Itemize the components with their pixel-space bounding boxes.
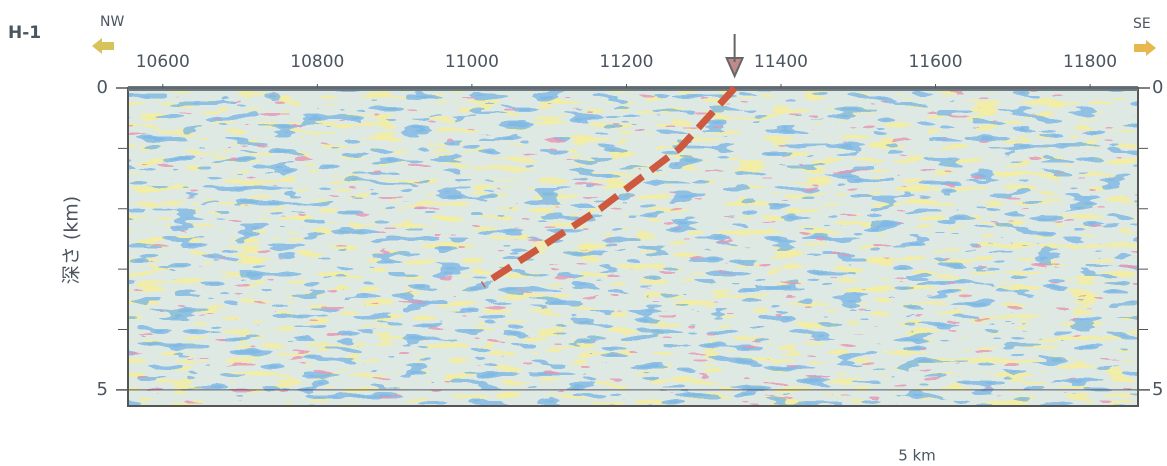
section-image: [127, 86, 1139, 407]
fault-line: [480, 85, 738, 288]
x-tick-label: 11400: [754, 52, 808, 72]
y-tick-label: 0: [1152, 77, 1163, 98]
direction-right: SE: [1133, 16, 1151, 32]
x-tick-label: 11200: [599, 52, 653, 72]
y-tick-label: 5: [1152, 379, 1163, 400]
direction-left: NW: [100, 14, 124, 30]
x-tick-label: 11000: [445, 52, 499, 72]
x-tick-label: 10800: [290, 52, 344, 72]
x-tick-label: 11800: [1063, 52, 1117, 72]
scale-label: 5 km: [898, 447, 936, 465]
arrow-right: [1134, 40, 1156, 56]
section-label: H-1: [8, 23, 41, 43]
location-marker: [725, 34, 745, 79]
x-tick-label: 11600: [908, 52, 962, 72]
x-tick-label: 10600: [136, 52, 190, 72]
arrow-left: [92, 38, 114, 54]
y-tick-label: 5: [97, 379, 108, 400]
y-axis-title: 深さ (km): [61, 196, 83, 284]
y-tick-label: 0: [97, 77, 108, 98]
